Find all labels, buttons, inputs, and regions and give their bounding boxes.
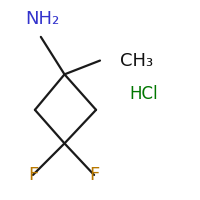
- Text: HCl: HCl: [129, 85, 158, 103]
- Text: F: F: [28, 166, 38, 184]
- Text: NH₂: NH₂: [26, 10, 60, 28]
- Text: CH₃: CH₃: [120, 52, 153, 70]
- Text: F: F: [89, 166, 99, 184]
